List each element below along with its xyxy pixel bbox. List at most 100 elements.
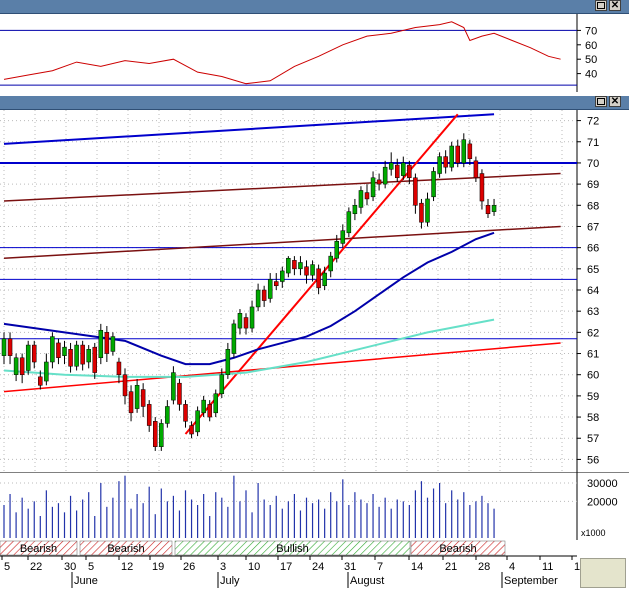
volume-tick-label: 30000 bbox=[587, 478, 618, 490]
date-label: 12 bbox=[121, 561, 133, 573]
date-label: 5 bbox=[4, 561, 10, 573]
candle-body bbox=[249, 306, 255, 329]
candle-body bbox=[80, 344, 85, 365]
rsi-close-button[interactable]: ✕ bbox=[609, 0, 621, 11]
candle-body bbox=[134, 385, 140, 409]
sentiment-segment bbox=[0, 540, 78, 556]
candle-body bbox=[395, 164, 400, 179]
price-tick-label: 60 bbox=[587, 370, 599, 382]
candle-body bbox=[479, 173, 485, 202]
candle-body bbox=[74, 344, 79, 367]
candle-body bbox=[159, 423, 164, 447]
price-close-button[interactable]: ✕ bbox=[609, 96, 621, 107]
candle-body bbox=[401, 162, 406, 176]
candle-body bbox=[352, 205, 358, 215]
candle-body bbox=[491, 205, 497, 212]
candle-body bbox=[110, 336, 116, 352]
candle-body bbox=[322, 272, 327, 287]
date-label: 21 bbox=[445, 561, 457, 573]
candle-body bbox=[340, 230, 346, 244]
candle-body bbox=[376, 179, 382, 185]
candle-body bbox=[207, 404, 212, 418]
price-tick-label: 65 bbox=[587, 264, 599, 276]
trendline bbox=[3, 342, 561, 393]
candle-body bbox=[346, 211, 352, 234]
restore-icon bbox=[597, 2, 605, 9]
rsi-tick-label: 40 bbox=[585, 69, 597, 81]
candle-body bbox=[267, 279, 273, 299]
rsi-tick-label: 70 bbox=[585, 25, 597, 37]
trendline bbox=[3, 113, 495, 145]
price-tick-label: 71 bbox=[587, 137, 599, 149]
restore-icon bbox=[597, 98, 605, 105]
price-panel-titlebar[interactable]: ✕ bbox=[0, 96, 629, 110]
rsi-panel-titlebar[interactable]: ✕ bbox=[0, 0, 629, 14]
date-label: 3 bbox=[220, 561, 226, 573]
candle-body bbox=[195, 410, 200, 433]
date-label: 22 bbox=[30, 561, 42, 573]
candle-body bbox=[364, 192, 370, 200]
candle-body bbox=[38, 376, 43, 386]
price-tick-label: 59 bbox=[587, 391, 599, 403]
trendline bbox=[3, 172, 561, 202]
moving-average-long bbox=[3, 318, 495, 378]
price-tick-label: 66 bbox=[587, 243, 599, 255]
candle-body bbox=[407, 164, 412, 179]
candle-body bbox=[334, 241, 339, 259]
sentiment-label: Bearish bbox=[439, 543, 476, 555]
candle-body bbox=[44, 361, 49, 382]
candle-body bbox=[437, 156, 442, 174]
candle-body bbox=[32, 344, 37, 363]
price-tick-label: 68 bbox=[587, 200, 599, 212]
candle-body bbox=[13, 357, 19, 375]
candle-body bbox=[304, 266, 309, 276]
rsi-chart[interactable]: 70 60 50 40 bbox=[0, 14, 629, 92]
date-label: 28 bbox=[478, 561, 490, 573]
candle-body bbox=[50, 336, 55, 363]
rsi-restore-button[interactable] bbox=[595, 0, 607, 11]
price-chart[interactable]: 72 71 70 69 68 67 66 65 64 63 62 61 60 59 58 57 56 bbox=[0, 110, 629, 472]
volume-multiplier: x1000 bbox=[581, 528, 606, 538]
candle-body bbox=[237, 313, 243, 329]
candle-body bbox=[201, 399, 206, 414]
price-tick-label: 63 bbox=[587, 306, 599, 318]
candle-body bbox=[316, 268, 321, 289]
price-tick-label: 70 bbox=[587, 158, 599, 170]
candle-body bbox=[255, 289, 261, 308]
candle-body bbox=[68, 349, 73, 367]
price-tick-label: 62 bbox=[587, 327, 599, 339]
volume-chart[interactable]: 30000 20000 x1000 bbox=[0, 472, 629, 540]
rsi-tick-label: 50 bbox=[585, 54, 597, 66]
sentiment-segment bbox=[410, 540, 506, 556]
date-label: 17 bbox=[280, 561, 292, 573]
rsi-line bbox=[3, 21, 561, 85]
date-label: 7 bbox=[377, 561, 383, 573]
price-restore-button[interactable] bbox=[595, 96, 607, 107]
date-label: 10 bbox=[248, 561, 260, 573]
price-tick-label: 67 bbox=[587, 221, 599, 233]
candle-body bbox=[177, 382, 182, 405]
candle-body bbox=[98, 329, 104, 359]
month-label: September bbox=[504, 575, 558, 587]
sentiment-label: Bearish bbox=[107, 543, 144, 555]
date-label: 19 bbox=[152, 561, 164, 573]
date-label: 5 bbox=[88, 561, 94, 573]
candle-body bbox=[292, 260, 297, 270]
candle-body bbox=[455, 145, 460, 164]
candle-body bbox=[153, 421, 158, 447]
date-label: 4 bbox=[509, 561, 515, 573]
price-tick-label: 56 bbox=[587, 454, 599, 466]
candle-body bbox=[243, 317, 249, 329]
date-label: 11 bbox=[542, 561, 553, 573]
candle-body bbox=[1, 338, 7, 356]
candle-body bbox=[467, 143, 473, 159]
candle-body bbox=[189, 425, 194, 435]
volume-tick-label: 20000 bbox=[587, 496, 618, 508]
candle-body bbox=[116, 361, 122, 375]
candle-body bbox=[261, 289, 267, 301]
date-label: 26 bbox=[183, 561, 195, 573]
date-label: 31 bbox=[344, 561, 356, 573]
date-label: 30 bbox=[64, 561, 76, 573]
candle-body bbox=[140, 389, 146, 407]
candle-body bbox=[56, 342, 61, 359]
